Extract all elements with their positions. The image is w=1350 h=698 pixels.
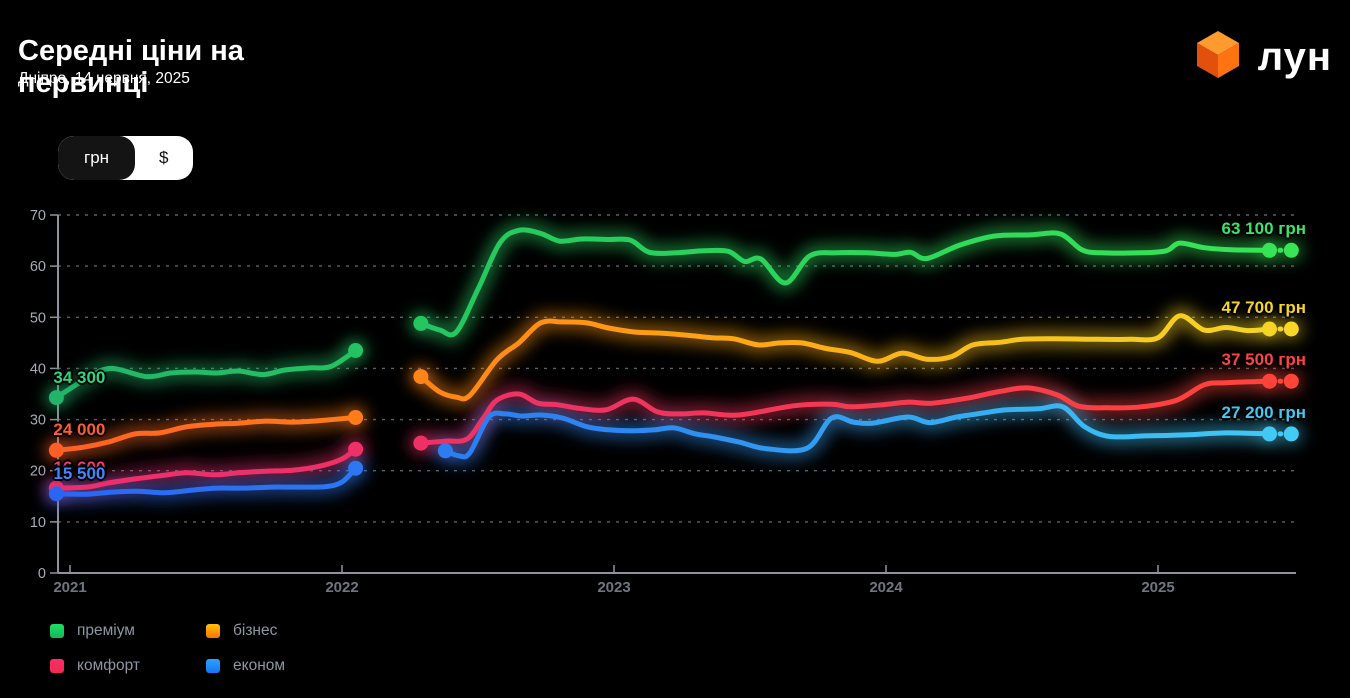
endpoint-dot — [1283, 373, 1299, 389]
endpoint-dot — [48, 390, 64, 406]
legend-item-premium[interactable]: преміум — [50, 622, 206, 640]
legend-label: преміум — [77, 622, 135, 639]
series-premium — [48, 227, 1299, 406]
y-axis-label: 0 — [38, 566, 46, 582]
series-komfort — [48, 373, 1299, 496]
legend-label: бізнес — [233, 622, 278, 639]
series-biznes — [48, 313, 1299, 458]
series-line-premium — [418, 227, 1272, 338]
endpoint-dot — [413, 315, 429, 331]
endpoint-dot — [348, 343, 364, 358]
y-axis-label: 60 — [30, 259, 46, 275]
logo-text: лун — [1257, 34, 1332, 79]
series-line-biznes — [418, 313, 1272, 402]
endpoint-dot — [348, 460, 364, 476]
x-axis-label: 2024 — [869, 579, 903, 596]
endpoint-dot — [437, 443, 453, 459]
endpoint-dot — [1262, 321, 1277, 337]
legend-item-komfort[interactable]: комфорт — [50, 657, 206, 675]
y-axis-label: 70 — [30, 208, 46, 224]
series-line-premium — [53, 348, 359, 401]
endpoint-dot — [413, 435, 429, 451]
endpoint-dot — [1283, 321, 1299, 337]
series-glow-premium — [45, 221, 1303, 409]
x-axis-label: 2023 — [597, 579, 630, 596]
endpoint-dot — [1262, 373, 1277, 389]
x-axis-label: 2021 — [53, 579, 86, 596]
legend-label: комфорт — [77, 657, 140, 674]
endpoint-dot — [348, 410, 364, 425]
y-axis-label: 20 — [30, 464, 46, 480]
legend-swatch-icon — [50, 659, 64, 673]
series-line-biznes — [53, 415, 359, 453]
currency-toggle: грн $ — [58, 136, 193, 180]
series-ekonom — [48, 403, 1299, 502]
legend-label: економ — [233, 657, 286, 674]
chart-area: 0 10 20 30 40 50 60 70 2021 2022 2023 2024 2025 34 3… — [0, 200, 1350, 610]
legend-swatch-icon — [50, 624, 64, 638]
endpoint-dot — [1283, 242, 1299, 258]
series-line-komfort — [53, 446, 359, 491]
legend-item-biznes[interactable]: бізнес — [206, 622, 285, 640]
y-axis-label: 30 — [30, 413, 46, 429]
currency-option-usd[interactable]: $ — [135, 136, 192, 180]
endpoint-dot — [48, 486, 64, 502]
lun-logo[interactable]: лун — [1192, 28, 1332, 85]
y-axis-label: 40 — [30, 361, 46, 377]
legend-item-ekonom[interactable]: економ — [206, 657, 285, 675]
page-title: Середні ціни на первинці — [18, 35, 244, 100]
endpoint-dot — [413, 369, 429, 385]
endpoint-dot — [48, 442, 64, 458]
series-line-ekonom — [442, 403, 1272, 460]
series-line-ekonom — [53, 465, 359, 497]
price-chart[interactable]: 0 10 20 30 40 50 60 70 2021 2022 2023 2024 2025 — [0, 200, 1350, 610]
endpoint-dot — [1262, 426, 1277, 442]
currency-option-uah[interactable]: грн — [58, 136, 136, 180]
lun-cube-icon — [1192, 28, 1244, 85]
endpoint-dot — [1262, 242, 1277, 258]
endpoint-dot — [1283, 426, 1299, 442]
legend-swatch-icon — [206, 624, 220, 638]
y-axis-label: 10 — [30, 515, 46, 531]
x-axis-label: 2022 — [325, 579, 358, 596]
page-subtitle: Дніпро, 14 червня, 2025 — [18, 70, 190, 87]
chart-legend: преміум бізнес комфорт економ — [50, 622, 285, 675]
endpoint-dot — [348, 441, 364, 457]
series-line-komfort — [418, 378, 1272, 446]
x-axis-label: 2025 — [1141, 579, 1174, 596]
legend-swatch-icon — [206, 659, 220, 673]
y-axis-label: 50 — [30, 310, 46, 326]
